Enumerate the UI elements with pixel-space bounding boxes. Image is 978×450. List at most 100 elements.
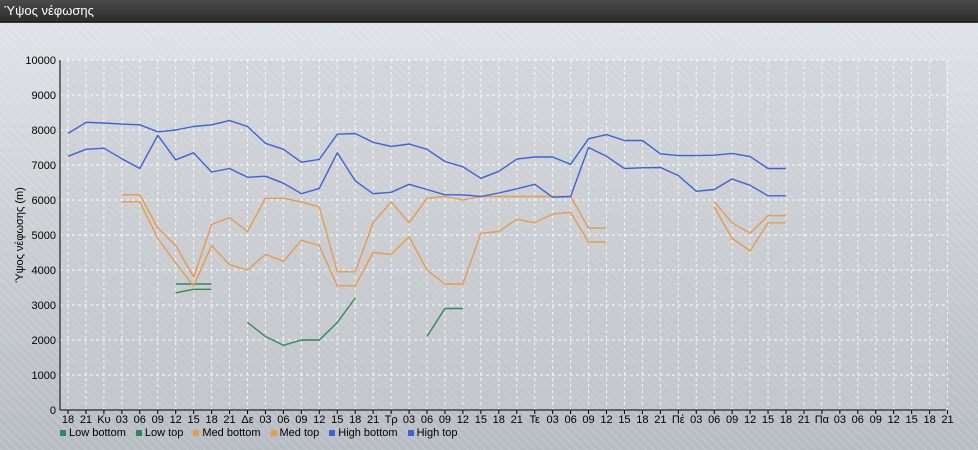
legend-swatch — [135, 430, 142, 436]
x-tick-label: 12 — [744, 414, 756, 426]
window-title: Ύψος νέφωσης — [0, 0, 978, 22]
series-line — [67, 134, 786, 198]
x-tick-label: 09 — [439, 414, 451, 426]
x-tick-label: 21 — [654, 414, 666, 426]
y-tick-label: 5000 — [32, 230, 56, 242]
x-tick-label: 09 — [295, 414, 307, 426]
x-tick-label: 18 — [349, 414, 361, 426]
x-tick-label: 18 — [636, 414, 648, 426]
x-tick-label: 06 — [564, 414, 576, 426]
x-tick-label: 12 — [600, 414, 612, 426]
legend-swatch — [329, 430, 336, 436]
x-tick-label: 03 — [690, 414, 702, 426]
x-tick-label: 18 — [205, 414, 217, 426]
series-med-top — [121, 194, 786, 278]
series-line — [121, 201, 607, 287]
x-tick-label: 18 — [62, 414, 74, 426]
x-tick-label: Πέ — [672, 414, 685, 426]
legend-swatch — [60, 430, 66, 436]
series-layer — [67, 119, 786, 346]
x-tick-label: 21 — [511, 414, 523, 426]
axes: 0 1000 2000 3000 4000 5000 6000 7000 8000 9000 100… — [25, 55, 953, 426]
legend-item[interactable]: Low bottom — [60, 426, 126, 440]
y-tick-label: 3000 — [32, 300, 56, 312]
legend: Low bottom Low top Med bottom Med top High b… — [60, 426, 458, 440]
series-line — [713, 201, 786, 235]
x-tick-label: 09 — [152, 414, 164, 426]
x-tick-label: 12 — [170, 414, 182, 426]
series-low-top — [175, 283, 463, 346]
x-tick-label: 06 — [277, 414, 289, 426]
x-tick-label: 21 — [80, 414, 92, 426]
legend-swatch — [193, 430, 200, 436]
legend-item[interactable]: Med top — [270, 426, 319, 440]
x-tick-label: 06 — [852, 414, 864, 426]
y-tick-label: 7000 — [32, 160, 56, 172]
series-line — [247, 297, 356, 346]
legend-swatch — [270, 430, 277, 436]
x-tick-label: 21 — [223, 414, 235, 426]
x-tick-label: 15 — [762, 414, 774, 426]
x-tick-label: Τε — [529, 414, 540, 426]
x-tick-label: 21 — [798, 414, 810, 426]
legend-item[interactable]: High top — [407, 426, 458, 440]
x-tick-label: 09 — [726, 414, 738, 426]
series-line — [67, 119, 786, 180]
x-tick-label: 03 — [259, 414, 271, 426]
series-line — [713, 206, 786, 252]
series-low-bottom — [175, 288, 212, 294]
series-high-top — [67, 119, 786, 180]
y-tick-label: 4000 — [32, 265, 56, 277]
series-med-bottom — [121, 201, 786, 287]
legend-swatch — [407, 430, 414, 436]
y-tick-label: 6000 — [32, 195, 56, 207]
x-tick-label: 06 — [134, 414, 146, 426]
x-tick-label: 12 — [457, 414, 469, 426]
y-tick-label: 1000 — [32, 370, 56, 382]
x-tick-label: 15 — [475, 414, 487, 426]
x-tick-label: 12 — [313, 414, 325, 426]
x-tick-label: 09 — [870, 414, 882, 426]
y-tick-label: 10000 — [25, 55, 56, 67]
x-tick-label: 21 — [367, 414, 379, 426]
legend-item[interactable]: High bottom — [329, 426, 398, 440]
legend-label: Low top — [144, 427, 184, 439]
y-axis-label: Ύψος νέφωσης (m) — [14, 187, 26, 283]
x-tick-label: 06 — [421, 414, 433, 426]
x-tick-label: Τρ — [385, 414, 398, 426]
series-line — [175, 288, 212, 294]
y-tick-label: 8000 — [32, 125, 56, 137]
legend-item[interactable]: Low top — [135, 426, 184, 440]
x-tick-label: 15 — [331, 414, 343, 426]
legend-item[interactable]: Med bottom — [193, 426, 261, 440]
x-tick-label: 18 — [780, 414, 792, 426]
series-line — [121, 194, 607, 278]
series-line — [426, 307, 463, 337]
x-tick-label: 18 — [493, 414, 505, 426]
y-tick-label: 0 — [50, 405, 56, 417]
y-tick-label: 2000 — [32, 335, 56, 347]
x-tick-label: 15 — [618, 414, 630, 426]
x-tick-label: 03 — [547, 414, 559, 426]
x-tick-label: Πα — [815, 414, 830, 426]
legend-label: High top — [416, 427, 458, 439]
x-tick-label: 15 — [906, 414, 918, 426]
x-tick-label: Δε — [241, 414, 253, 426]
x-tick-label: 18 — [923, 414, 935, 426]
x-tick-label: 21 — [941, 414, 953, 426]
legend-label: Low bottom — [69, 427, 126, 439]
x-tick-label: 09 — [582, 414, 594, 426]
x-tick-label: 03 — [116, 414, 128, 426]
x-tick-label: Κυ — [97, 414, 110, 426]
series-high-bottom — [67, 134, 786, 198]
legend-label: Med bottom — [202, 427, 261, 439]
x-tick-label: 03 — [403, 414, 415, 426]
y-tick-label: 9000 — [32, 90, 56, 102]
x-tick-label: 15 — [188, 414, 200, 426]
x-tick-label: 12 — [888, 414, 900, 426]
x-tick-label: 03 — [834, 414, 846, 426]
legend-label: High bottom — [338, 427, 398, 439]
x-tick-label: 06 — [708, 414, 720, 426]
